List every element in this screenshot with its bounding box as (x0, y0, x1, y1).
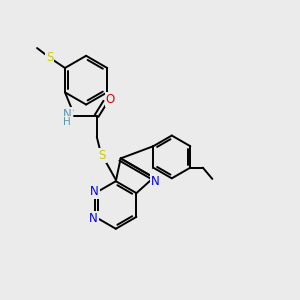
Text: S: S (98, 149, 106, 162)
Text: N: N (151, 175, 160, 188)
Text: O: O (106, 93, 115, 106)
Text: S: S (46, 51, 53, 64)
Text: N: N (89, 212, 98, 225)
Text: H: H (64, 117, 71, 127)
Text: N: N (90, 185, 99, 198)
Text: N: N (63, 108, 72, 121)
